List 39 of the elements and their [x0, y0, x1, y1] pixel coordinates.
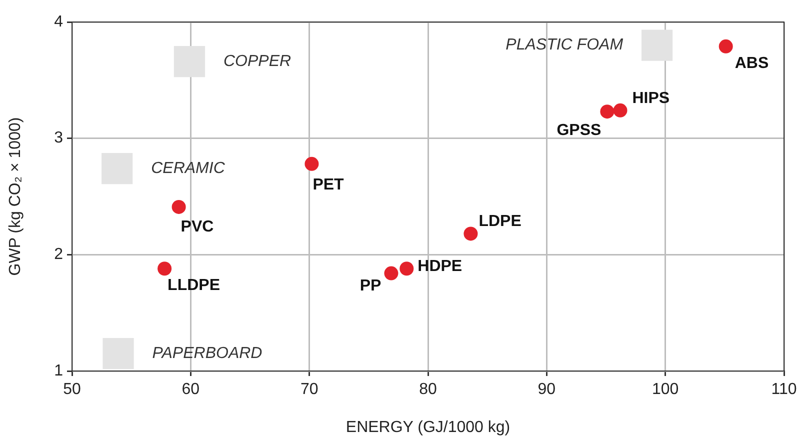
annotation: HIPS [632, 90, 670, 107]
point [384, 266, 398, 280]
annotation: COPPER [223, 53, 292, 70]
point [613, 103, 628, 118]
annotation: PP [360, 278, 382, 295]
point [718, 39, 733, 54]
point [400, 262, 414, 276]
point [304, 156, 319, 171]
point [641, 30, 673, 61]
annotation: LLDPE [168, 277, 220, 294]
annotation: PVC [180, 218, 214, 236]
y-axis-title: GWP (kg CO₂ × 1000) [7, 117, 24, 276]
x-tick-label: 80 [419, 381, 437, 398]
annotation: PAPERBOARD [152, 345, 263, 362]
y-tick-label: 4 [54, 13, 64, 30]
x-axis-title: ENERGY (GJ/1000 kg) [346, 418, 510, 436]
x-tick-label: 70 [300, 381, 318, 398]
annotation: HDPE [418, 258, 462, 276]
annotation: PET [312, 176, 344, 194]
y-tick-label: 1 [54, 362, 64, 380]
point [172, 200, 186, 214]
point [600, 104, 614, 119]
annotation: PLASTIC FOAM [506, 36, 624, 54]
annotation: LDPE [478, 213, 522, 230]
y-tick-label: 3 [54, 130, 64, 147]
point [174, 46, 206, 78]
point [102, 153, 133, 184]
x-tick-label: 110 [771, 381, 797, 398]
point [158, 262, 172, 276]
x-tick-label: 50 [63, 381, 81, 398]
annotation: GPSS [556, 122, 602, 139]
y-tick-label: 2 [54, 246, 64, 264]
x-tick-label: 60 [182, 381, 200, 398]
point [102, 338, 134, 370]
point [464, 226, 478, 241]
annotation: ABS [734, 54, 769, 72]
x-tick-label: 90 [538, 381, 556, 398]
x-tick-label: 100 [652, 381, 679, 398]
annotation: CERAMIC [151, 160, 226, 178]
